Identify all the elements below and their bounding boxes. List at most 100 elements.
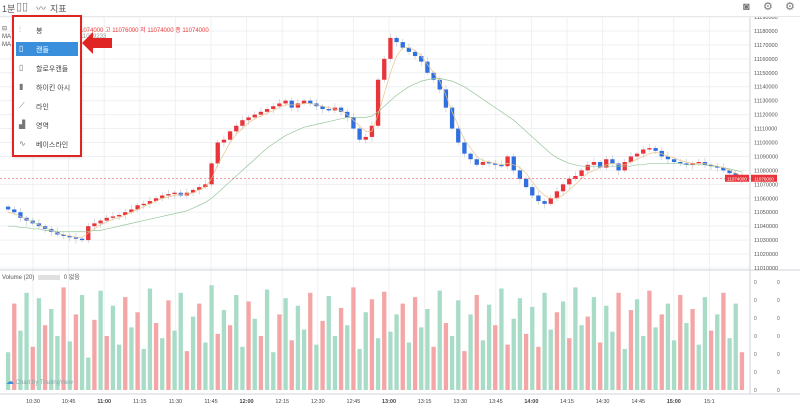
volume-bar bbox=[258, 336, 264, 390]
candle-body bbox=[678, 162, 683, 164]
candle-body bbox=[79, 238, 85, 241]
candle-body bbox=[351, 117, 356, 129]
candle-body bbox=[567, 178, 572, 185]
candle-body bbox=[419, 56, 424, 62]
price-tick-label: 11040000 bbox=[754, 224, 778, 230]
volume-bar bbox=[616, 292, 621, 390]
menu-item-5[interactable]: ▟ 영역 bbox=[16, 118, 78, 132]
settings-gear-icon[interactable]: ⚙ bbox=[785, 1, 795, 13]
volume-bar bbox=[474, 294, 479, 390]
volume-legend-controls[interactable] bbox=[38, 274, 61, 280]
volume-tick-label: 0 bbox=[777, 370, 780, 376]
volume-bar bbox=[462, 351, 467, 390]
volume-bar bbox=[604, 305, 609, 390]
candle-body bbox=[579, 170, 584, 176]
volume-bar bbox=[634, 299, 640, 390]
volume-bar bbox=[203, 342, 208, 390]
candle-body bbox=[301, 100, 307, 104]
menu-item-1[interactable]: ▯ 캔들 bbox=[16, 42, 78, 56]
volume-bar bbox=[437, 290, 442, 390]
price-tick-label: 11190000 bbox=[754, 15, 778, 21]
volume-bar bbox=[702, 297, 708, 390]
candle-body bbox=[203, 184, 208, 188]
volume-bar bbox=[221, 310, 227, 390]
volume-bar bbox=[715, 314, 720, 390]
volume-bar bbox=[271, 352, 276, 390]
candle-body bbox=[375, 79, 381, 126]
volume-bar bbox=[36, 298, 42, 390]
menu-item-6[interactable]: ∿ 베이스라인 bbox=[16, 137, 78, 151]
candle-body bbox=[147, 201, 153, 204]
volume-bar bbox=[345, 325, 350, 390]
annotation-arrow-icon bbox=[82, 32, 112, 54]
volume-bar bbox=[641, 336, 646, 390]
volume-tick-label: 0 bbox=[777, 388, 780, 394]
time-tick-label: 12:00 bbox=[240, 399, 254, 405]
candle-body bbox=[468, 153, 473, 160]
volume-bar bbox=[727, 338, 732, 390]
candle-body bbox=[388, 37, 393, 59]
volume-bar bbox=[295, 305, 301, 390]
price-tick-label: 11060000 bbox=[754, 196, 778, 202]
chart-type-icon[interactable]: ▯▯ bbox=[16, 1, 29, 13]
volume-bar bbox=[511, 318, 516, 390]
price-tick-label: 11140000 bbox=[754, 85, 778, 91]
candle-body bbox=[382, 58, 387, 80]
volume-bar bbox=[678, 294, 683, 390]
candle-body bbox=[258, 111, 264, 115]
volume-bar bbox=[289, 340, 294, 390]
menu-item-3[interactable]: ▮ 하이킨 아시 bbox=[16, 80, 78, 94]
volume-bar bbox=[548, 329, 553, 390]
candle-body bbox=[671, 159, 677, 163]
menu-item-label: 베이스라인 bbox=[36, 142, 69, 149]
camera-icon[interactable]: ◙ bbox=[743, 1, 750, 13]
time-tick-label: 10:45 bbox=[62, 399, 76, 405]
candle-body bbox=[172, 192, 177, 195]
ma-value-fragment: 11079233 bbox=[80, 34, 107, 40]
volume-bar bbox=[394, 314, 399, 390]
indicator-button[interactable]: 지표 bbox=[50, 4, 67, 14]
candle-body bbox=[209, 163, 214, 185]
candle-icon: ⫶ bbox=[19, 25, 21, 34]
menu-item-0[interactable]: ⫶ 봉 bbox=[16, 23, 78, 37]
candle-body bbox=[160, 195, 165, 199]
volume-bar bbox=[456, 300, 461, 390]
volume-bar bbox=[382, 291, 387, 390]
price-tick-label: 11150000 bbox=[754, 71, 778, 77]
menu-item-4[interactable]: ⟋ 라인 bbox=[16, 99, 78, 113]
indicator-icon[interactable]: 〰 bbox=[36, 4, 46, 15]
volume-bar bbox=[160, 338, 165, 390]
price-tick-label: 11050000 bbox=[754, 210, 778, 216]
volume-bar bbox=[55, 336, 60, 390]
volume-bar bbox=[18, 330, 23, 390]
volume-bar bbox=[610, 331, 615, 390]
menu-item-2[interactable]: ▯ 할로우캔들 bbox=[16, 61, 78, 75]
candle-body bbox=[190, 189, 196, 193]
candle-body bbox=[110, 216, 116, 218]
candle-body bbox=[616, 163, 621, 171]
volume-bar bbox=[30, 346, 35, 390]
volume-bar bbox=[412, 297, 418, 390]
legend-expand-icon[interactable]: ⊟ bbox=[2, 26, 8, 32]
candle-body bbox=[5, 206, 11, 210]
volume-bar bbox=[480, 340, 486, 390]
volume-tick-label: 0 bbox=[777, 298, 780, 304]
volume-bar bbox=[67, 341, 72, 390]
gear-icon[interactable]: ⚙ bbox=[763, 1, 773, 13]
volume-tick-label: 0 bbox=[754, 352, 757, 358]
interval-selector[interactable]: 1분 bbox=[2, 4, 16, 14]
candle-body bbox=[215, 142, 220, 164]
volume-bar bbox=[375, 338, 381, 390]
volume-bar bbox=[739, 352, 745, 390]
candle-body bbox=[67, 235, 72, 238]
volume-suffix: 없음 bbox=[68, 275, 80, 281]
candle-body bbox=[73, 237, 79, 239]
watermark-text: Chart by TradingView bbox=[15, 380, 73, 386]
candle-body bbox=[647, 148, 652, 150]
time-tick-label: 15:00 bbox=[667, 399, 681, 405]
candle-body bbox=[449, 107, 455, 129]
volume-bar bbox=[110, 305, 116, 390]
tradingview-watermark[interactable]: ☁ Chart by TradingView bbox=[6, 377, 73, 386]
price-tick-label: 11170000 bbox=[754, 43, 778, 49]
